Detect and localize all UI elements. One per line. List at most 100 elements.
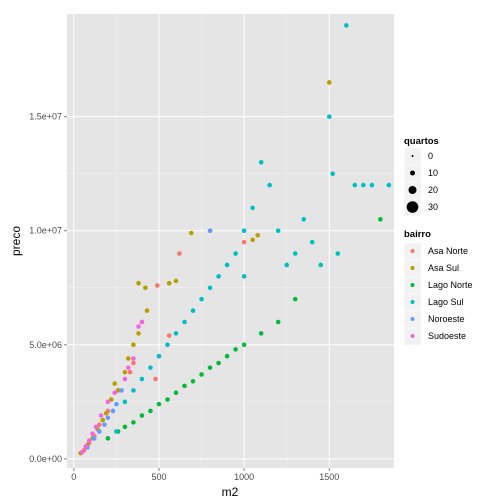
data-point — [284, 262, 290, 268]
data-point — [165, 397, 170, 402]
data-point — [144, 308, 150, 313]
y-axis-label: preco — [9, 226, 23, 256]
size-legend-label: 10 — [428, 168, 438, 178]
data-point — [122, 424, 128, 430]
data-point — [250, 237, 255, 243]
data-point — [318, 262, 324, 268]
data-point — [91, 436, 97, 441]
color-legend-label: Lago Norte — [428, 280, 473, 290]
data-point — [207, 228, 213, 234]
color-legend-label: Asa Sul — [428, 263, 459, 273]
data-point — [309, 239, 315, 245]
data-point — [386, 182, 392, 188]
x-tick-label: 0 — [71, 472, 76, 482]
data-point — [275, 319, 281, 325]
color-legend: bairro Asa Norte Asa Sul Lago Norte Lago Su… — [403, 229, 473, 346]
y-tick-label: 5.0e+06 — [29, 340, 62, 350]
data-point — [93, 424, 99, 430]
data-point — [105, 415, 111, 421]
data-points — [78, 23, 392, 456]
size-legend: quartos 0 10 20 30 — [403, 136, 439, 217]
data-point — [112, 381, 117, 386]
data-point — [241, 274, 247, 279]
data-point — [207, 365, 213, 370]
data-point — [378, 217, 383, 222]
data-point — [131, 356, 136, 361]
data-point — [165, 342, 170, 348]
data-point — [148, 365, 153, 370]
data-point — [100, 417, 106, 423]
data-point — [143, 285, 148, 291]
color-legend-label: Noroeste — [428, 314, 465, 324]
y-tick-label: 1.0e+07 — [29, 226, 62, 236]
data-point — [335, 251, 341, 256]
data-point — [148, 408, 153, 414]
data-point — [216, 274, 221, 279]
y-axis: 0.0e+00 5.0e+06 1.0e+07 1.5e+07 — [29, 112, 67, 464]
data-point — [199, 372, 204, 377]
color-legend-dot — [410, 283, 415, 287]
data-point — [139, 413, 145, 418]
data-point — [156, 401, 162, 407]
x-tick-label: 500 — [151, 472, 166, 482]
data-point — [173, 278, 179, 284]
data-point — [139, 376, 145, 382]
data-point — [173, 390, 179, 396]
data-point — [98, 413, 104, 418]
data-point — [330, 171, 335, 176]
data-point — [110, 408, 116, 414]
y-tick-label: 0.0e+00 — [29, 454, 62, 464]
color-legend-label: Sudoeste — [428, 331, 466, 341]
data-point — [326, 80, 332, 85]
size-legend-label: 20 — [428, 185, 438, 195]
data-point — [114, 429, 119, 434]
y-tick-label: 1.5e+07 — [29, 112, 62, 122]
data-point — [301, 217, 307, 222]
data-point — [105, 436, 111, 441]
color-legend-label: Asa Norte — [428, 246, 468, 256]
data-point — [114, 401, 119, 407]
data-point — [97, 422, 102, 427]
data-point — [122, 376, 128, 382]
color-legend-dot — [410, 334, 415, 338]
data-point — [173, 331, 179, 336]
data-point — [136, 324, 141, 329]
data-point — [241, 342, 247, 348]
data-point — [136, 280, 141, 286]
data-point — [241, 228, 247, 234]
x-tick-label: 1500 — [319, 472, 339, 482]
data-point — [233, 347, 238, 352]
data-point — [154, 283, 160, 288]
data-point — [97, 429, 102, 434]
color-legend-title: bairro — [404, 229, 431, 240]
data-point — [126, 365, 131, 370]
data-point — [122, 399, 128, 405]
color-legend-dot — [410, 300, 415, 304]
data-point — [166, 280, 172, 286]
data-point — [292, 296, 298, 302]
data-point — [153, 376, 158, 382]
data-point — [83, 444, 89, 449]
data-point — [267, 182, 272, 188]
data-point — [126, 356, 131, 361]
size-legend-dot — [408, 186, 417, 194]
size-legend-dot — [411, 155, 414, 157]
data-point — [255, 232, 261, 238]
data-point — [199, 296, 204, 302]
data-point — [131, 388, 136, 393]
color-legend-dot — [410, 249, 415, 253]
plot-panel — [67, 14, 394, 468]
data-point — [344, 23, 349, 28]
data-point — [90, 431, 95, 437]
color-legend-dot — [410, 317, 415, 321]
data-point — [108, 397, 114, 402]
color-legend-label: Lago Sul — [428, 297, 464, 307]
data-point — [258, 331, 264, 336]
data-point — [275, 228, 281, 234]
data-point — [224, 353, 230, 359]
data-point — [127, 369, 133, 375]
data-point — [102, 422, 107, 427]
data-point — [369, 182, 375, 188]
data-point — [115, 388, 121, 393]
